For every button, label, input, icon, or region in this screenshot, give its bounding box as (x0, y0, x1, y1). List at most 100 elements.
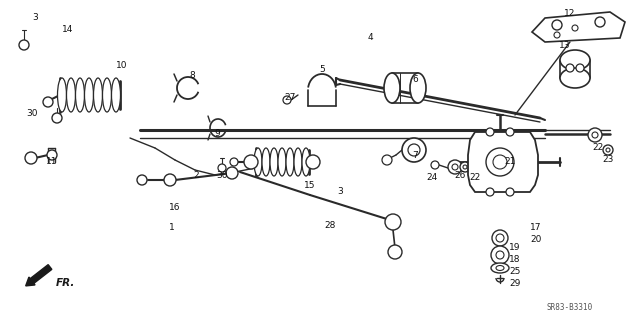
Circle shape (486, 148, 514, 176)
Circle shape (452, 164, 458, 170)
Circle shape (244, 155, 258, 169)
Text: 3: 3 (337, 188, 343, 196)
Ellipse shape (294, 148, 302, 176)
Text: 20: 20 (531, 236, 541, 244)
Ellipse shape (286, 148, 294, 176)
Ellipse shape (93, 78, 102, 112)
Ellipse shape (102, 78, 111, 112)
Text: 2: 2 (193, 171, 199, 180)
Text: 23: 23 (602, 156, 614, 164)
Text: 10: 10 (116, 60, 128, 69)
Circle shape (566, 64, 574, 72)
Ellipse shape (58, 78, 67, 112)
Text: 13: 13 (559, 41, 571, 50)
Circle shape (554, 32, 560, 38)
Text: 28: 28 (324, 220, 336, 229)
Text: 6: 6 (412, 76, 418, 84)
Circle shape (486, 188, 494, 196)
Circle shape (43, 97, 53, 107)
Circle shape (588, 128, 602, 142)
Circle shape (460, 162, 470, 172)
Ellipse shape (76, 78, 84, 112)
Circle shape (552, 20, 562, 30)
Circle shape (164, 174, 176, 186)
Circle shape (592, 132, 598, 138)
Circle shape (576, 64, 584, 72)
Text: 9: 9 (214, 129, 220, 138)
Text: 14: 14 (62, 26, 74, 35)
Ellipse shape (84, 78, 93, 112)
Circle shape (486, 128, 494, 136)
Ellipse shape (560, 50, 590, 70)
Circle shape (606, 148, 610, 152)
Ellipse shape (67, 78, 76, 112)
Text: 29: 29 (509, 278, 521, 287)
Text: 16: 16 (169, 203, 180, 212)
Ellipse shape (384, 73, 400, 103)
Text: 22: 22 (469, 173, 481, 182)
Circle shape (572, 25, 578, 31)
Ellipse shape (254, 148, 262, 176)
Circle shape (385, 214, 401, 230)
Text: 8: 8 (189, 70, 195, 79)
Text: 3: 3 (32, 12, 38, 21)
Ellipse shape (302, 148, 310, 176)
Ellipse shape (270, 148, 278, 176)
Ellipse shape (496, 266, 504, 270)
Circle shape (493, 155, 507, 169)
Circle shape (19, 40, 29, 50)
Text: 11: 11 (46, 157, 58, 166)
Text: SR83-B3310: SR83-B3310 (547, 303, 593, 313)
FancyArrow shape (26, 265, 52, 286)
Circle shape (52, 113, 62, 123)
Text: 17: 17 (531, 223, 541, 233)
Circle shape (595, 17, 605, 27)
Circle shape (47, 150, 57, 160)
Circle shape (492, 230, 508, 246)
Circle shape (431, 161, 439, 169)
Circle shape (496, 251, 504, 259)
Text: 30: 30 (26, 108, 38, 117)
Circle shape (603, 145, 613, 155)
Circle shape (506, 188, 514, 196)
Circle shape (283, 96, 291, 104)
Text: 30: 30 (216, 171, 228, 180)
Text: 7: 7 (412, 150, 418, 159)
Text: 18: 18 (509, 255, 521, 265)
Text: 27: 27 (284, 92, 296, 101)
Text: 1: 1 (169, 223, 175, 233)
Polygon shape (468, 132, 538, 192)
Text: 22: 22 (593, 143, 604, 153)
Circle shape (496, 234, 504, 242)
Text: FR.: FR. (56, 278, 76, 288)
Ellipse shape (410, 73, 426, 103)
Ellipse shape (560, 68, 590, 88)
Circle shape (218, 164, 226, 172)
Text: 21: 21 (504, 157, 516, 166)
Text: 19: 19 (509, 244, 521, 252)
Ellipse shape (491, 263, 509, 273)
Circle shape (408, 144, 420, 156)
Circle shape (25, 152, 37, 164)
Text: 26: 26 (454, 171, 466, 180)
Polygon shape (532, 12, 625, 42)
Text: 15: 15 (304, 180, 316, 189)
Circle shape (402, 138, 426, 162)
Circle shape (226, 167, 238, 179)
Circle shape (506, 128, 514, 136)
Circle shape (463, 165, 467, 169)
Circle shape (382, 155, 392, 165)
Circle shape (306, 155, 320, 169)
Circle shape (388, 245, 402, 259)
Text: 5: 5 (319, 66, 325, 75)
Ellipse shape (262, 148, 270, 176)
Circle shape (448, 160, 462, 174)
Text: 24: 24 (426, 173, 438, 182)
Ellipse shape (278, 148, 286, 176)
Circle shape (137, 175, 147, 185)
Circle shape (230, 158, 238, 166)
Ellipse shape (111, 78, 120, 112)
Text: 12: 12 (564, 9, 576, 18)
Text: 4: 4 (367, 34, 373, 43)
Circle shape (491, 246, 509, 264)
